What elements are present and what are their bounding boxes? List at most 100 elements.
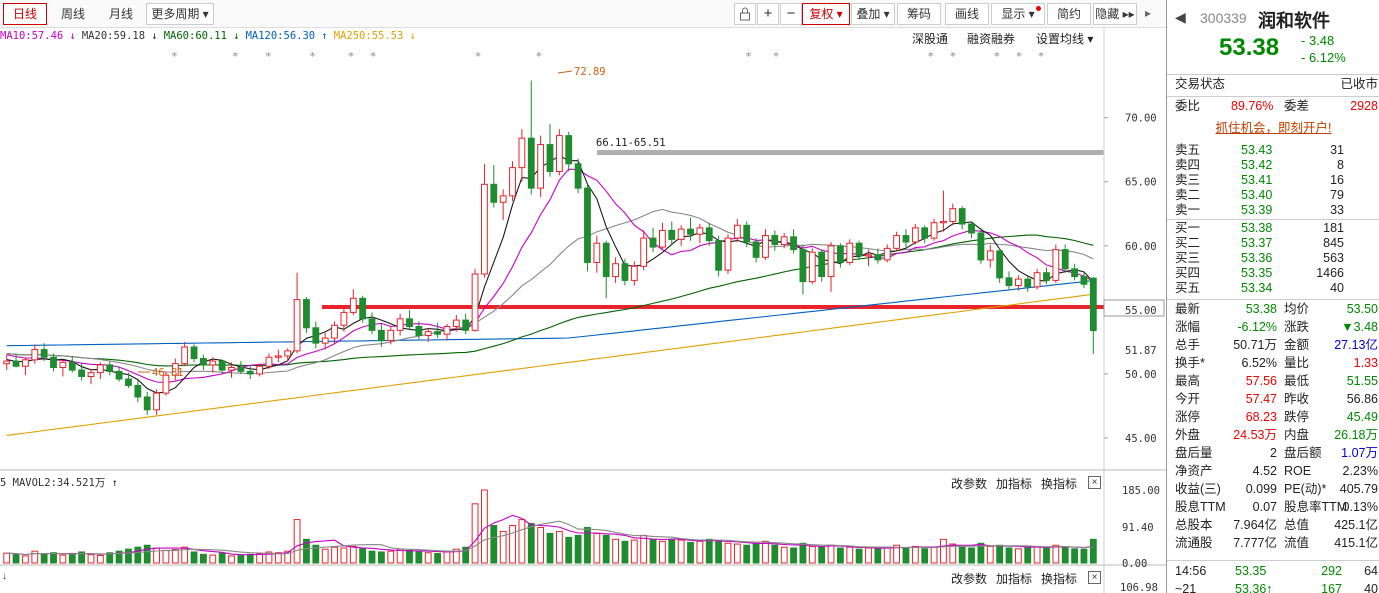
period-weekly-tab[interactable]: 周线 [60,7,85,21]
sub2-switch-indicator-link[interactable]: 换指标 [1041,572,1078,586]
candle-body [996,250,1004,279]
volume-bar [162,549,170,564]
more-periods-dropdown[interactable]: 更多周期 ▾ [146,3,214,25]
event-star-icon[interactable]: * [745,50,752,63]
display-dropdown[interactable]: 显示 ▾ [991,3,1045,25]
candle-body [293,299,301,352]
drawn-lines[interactable] [322,150,1116,309]
open-account-link[interactable]: 抓住机会，即刻开户! [1215,121,1332,135]
promo-row[interactable]: 抓住机会，即刻开户! [1167,119,1379,137]
sub2-add-indicator-link[interactable]: 加指标 [996,572,1033,586]
candle-body [1043,272,1050,281]
volume-bar [1071,548,1078,564]
simple-mode-button[interactable]: 简约 [1047,3,1091,25]
candle-body [537,144,545,189]
volume-bar [940,538,947,564]
sub2-close-icon[interactable]: × [1088,571,1101,584]
event-star-icon[interactable]: * [265,50,272,63]
fuquan-dropdown[interactable]: 复权 ▾ [802,3,850,25]
margin-trading-link[interactable]: 融资融券 [967,32,1016,46]
event-star-icon[interactable]: * [1016,50,1023,63]
price-tick-label: 50.00 [1125,369,1157,381]
volume-bar [50,552,57,564]
stat-row: 今开 57.47 昨收 56.86 [1175,392,1378,406]
candle-body [1005,277,1013,287]
volume-bar [855,548,863,564]
event-star-icon[interactable]: * [348,50,355,63]
volume-bar [640,534,648,564]
sub2-edit-params-link[interactable]: 改参数 [951,572,988,586]
event-star-icon[interactable]: * [994,50,1001,63]
volume-bar [584,526,591,564]
vol-add-indicator-link[interactable]: 加指标 [996,477,1033,491]
candle-body [256,365,264,375]
volume-bar [921,548,929,564]
candle-body [490,183,498,203]
vol-edit-params-link[interactable]: 改参数 [951,477,988,491]
candle-body [274,355,282,358]
stat-row: 股息TTM 0.07 股息率TTM 0.13% [1175,500,1378,514]
volume-bar [96,555,104,564]
sgt-link[interactable]: 深股通 [912,32,949,46]
event-star-icon[interactable]: * [1038,50,1045,63]
plus-icon[interactable]: + [757,3,779,25]
candle-body [921,227,929,239]
event-star-icon[interactable]: * [535,50,542,63]
period-daily-tab[interactable]: 日线 [3,3,47,25]
kline-chart-area[interactable]: 日线 周线 月线 更多周期 ▾ + − 复权 ▾ 叠加 ▾ 筹码 画线 显示 ▾… [0,0,1166,593]
resistance-band-line[interactable] [597,150,1104,155]
overlay-dropdown[interactable]: 叠加 ▾ [851,3,895,25]
price-tick-label: 51.87 [1125,345,1157,357]
event-star-icon[interactable]: * [773,50,780,63]
stat-row: 涨停 68.23 跌停 45.49 [1175,410,1378,424]
volume-bar [874,548,882,564]
volume-bar [509,525,516,564]
event-star-icon[interactable]: * [475,50,482,63]
ma-settings-dropdown[interactable]: 设置均线 ▾ [1036,32,1094,46]
candle-body [677,228,685,240]
event-star-icon[interactable]: * [171,50,178,63]
candle-body [705,227,713,242]
volume-bar [846,546,854,564]
event-star-icon[interactable]: * [309,50,316,63]
candle-body [930,222,938,239]
prev-stock-chevron-icon[interactable]: ◀ [1175,9,1186,25]
vol-close-icon[interactable]: × [1088,476,1101,489]
period-monthly-tab[interactable]: 月线 [108,7,133,21]
candle-body [762,235,769,258]
volume-bar [321,548,329,564]
lock-icon[interactable] [734,3,756,25]
volume-bar [949,543,957,564]
collapse-chevron-icon[interactable]: ▸ [1145,6,1152,20]
chips-button[interactable]: 筹码 [897,3,941,25]
volume-bar [630,539,638,564]
hide-panel-button[interactable]: 隐藏 ▸▸ [1093,3,1137,25]
volume-bar [209,554,217,564]
event-star-icon[interactable]: * [927,50,934,63]
volume-bar [134,546,142,564]
volume-bar [293,519,301,564]
event-star-icon[interactable]: * [232,50,239,63]
volume-bar [415,551,423,564]
volume-bar [1080,548,1088,564]
price-tick-label: 65.00 [1125,177,1157,189]
volume-bar [780,546,788,564]
event-star-icon[interactable]: * [370,50,377,63]
draw-line-button[interactable]: 画线 [945,3,989,25]
candle-body [799,249,807,283]
minus-icon[interactable]: − [780,3,802,25]
stat-row: 总手 50.71万 金额 27.13亿 [1175,338,1378,352]
volume-bar [499,530,507,564]
ask-row: 卖四 53.42 8 [1175,158,1344,172]
support-line[interactable] [322,305,1116,309]
ma-legend-item: MA250:55.53 ↓ [333,30,416,42]
candle-body [452,319,460,328]
volume-bar [621,540,629,564]
vol-switch-indicator-link[interactable]: 换指标 [1041,477,1078,491]
candle-body [143,396,151,411]
candle-body [321,337,329,344]
candle-body [12,360,20,367]
volume-bar [246,553,254,564]
price-chart-svg[interactable]: * * * * * * * * * * * * * * * 72.89 46.81 66.11-65.51 … [0,0,1166,593]
event-star-icon[interactable]: * [949,50,956,63]
